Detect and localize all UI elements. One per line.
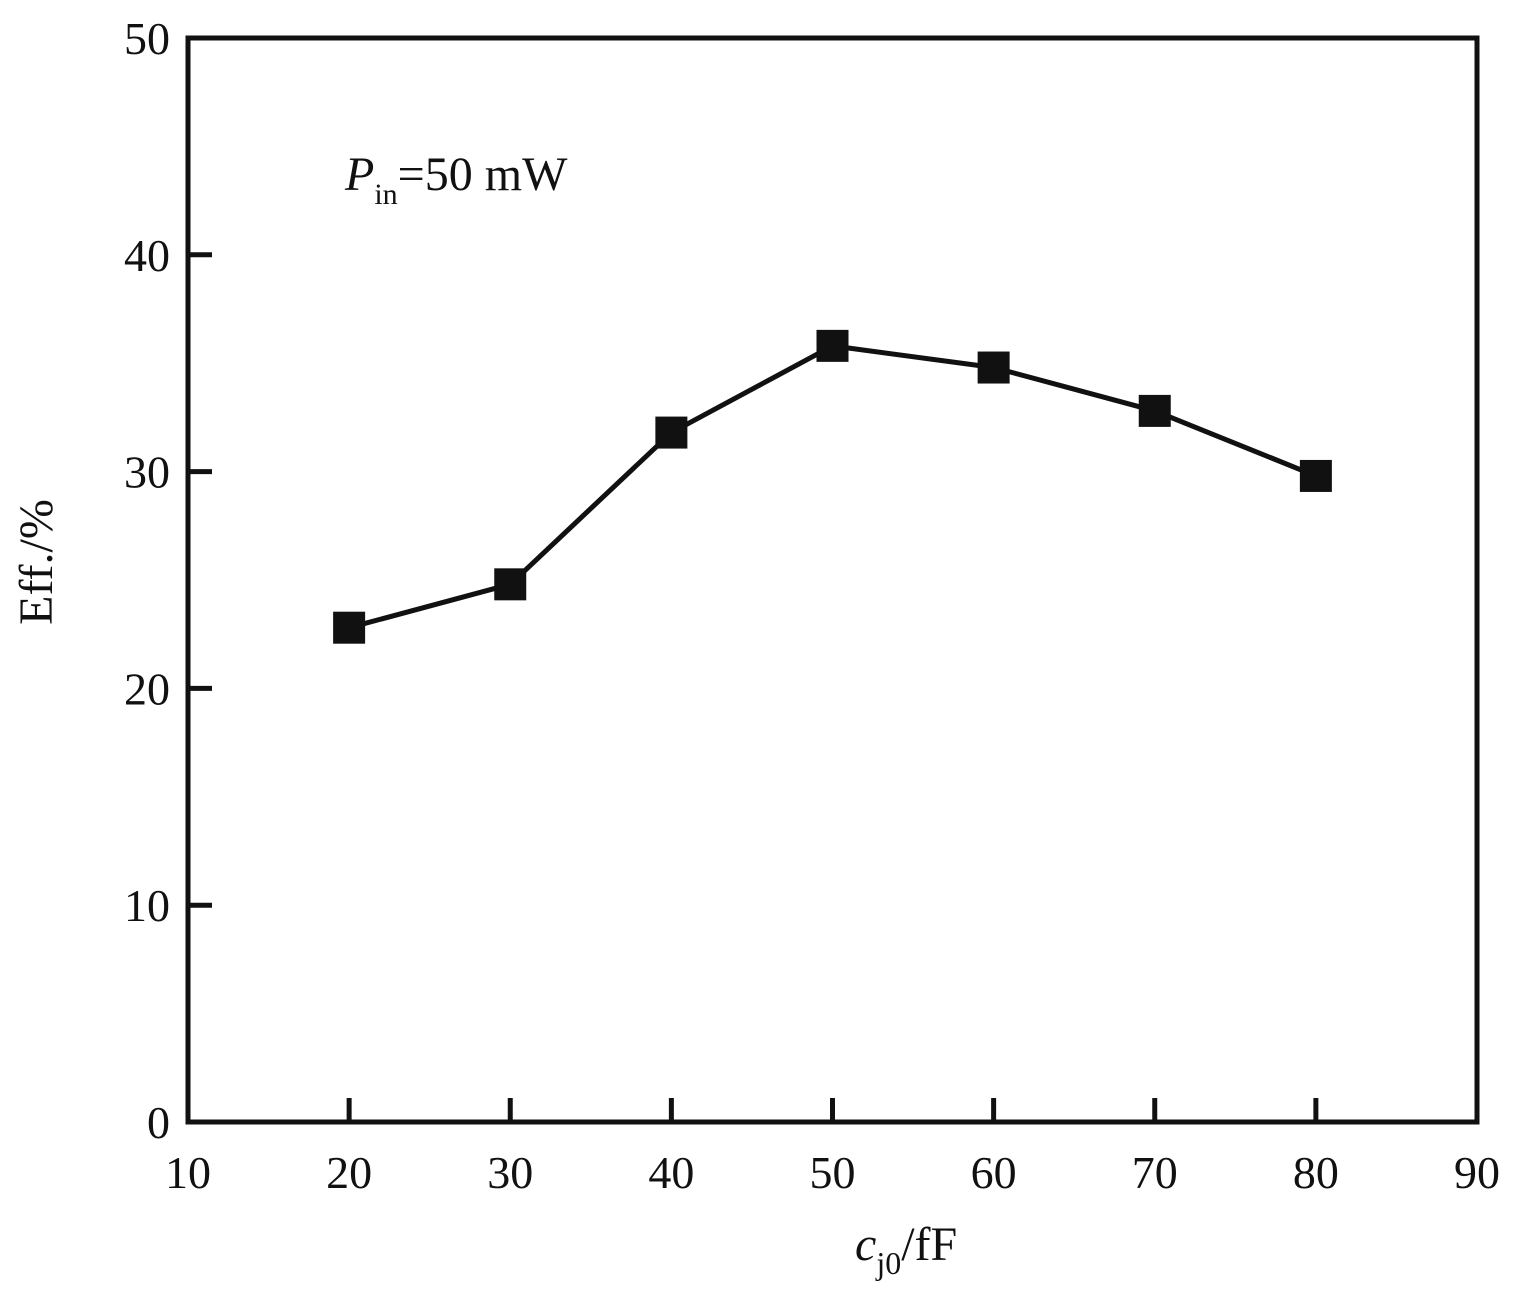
x-tick-label-70: 70: [1132, 1147, 1178, 1198]
data-point-70: [1138, 394, 1171, 427]
y-tick-label-10: 10: [124, 880, 170, 931]
x-tick-label-40: 40: [648, 1147, 694, 1198]
y-tick-label-20: 20: [124, 663, 170, 714]
x-tick-label-60: 60: [971, 1147, 1017, 1198]
y-tick-label-40: 40: [124, 230, 170, 281]
data-point-80: [1299, 459, 1332, 492]
x-tick-label-20: 20: [326, 1147, 372, 1198]
data-point-30: [494, 568, 527, 601]
y-tick-label-50: 50: [124, 13, 170, 64]
data-point-40: [655, 416, 688, 449]
y-tick-label-0: 0: [147, 1097, 170, 1148]
data-point-50: [816, 329, 849, 362]
x-tick-label-30: 30: [487, 1147, 533, 1198]
data-point-20: [333, 611, 366, 644]
y-tick-label-30: 30: [124, 447, 170, 498]
annotation-pin: Pin=50 mW: [344, 148, 568, 211]
series-line-0: [348, 343, 1317, 631]
y-axis-label: Eff./%: [10, 499, 63, 625]
series: [333, 329, 1332, 644]
x-axis-label: cj0/fF: [855, 1218, 957, 1281]
x-tick-label-50: 50: [810, 1147, 856, 1198]
x-tick-label-80: 80: [1293, 1147, 1339, 1198]
x-tick-label-90: 90: [1454, 1147, 1500, 1198]
x-tick-label-10: 10: [165, 1147, 211, 1198]
ticks: [188, 252, 1319, 1122]
data-point-60: [977, 351, 1010, 384]
